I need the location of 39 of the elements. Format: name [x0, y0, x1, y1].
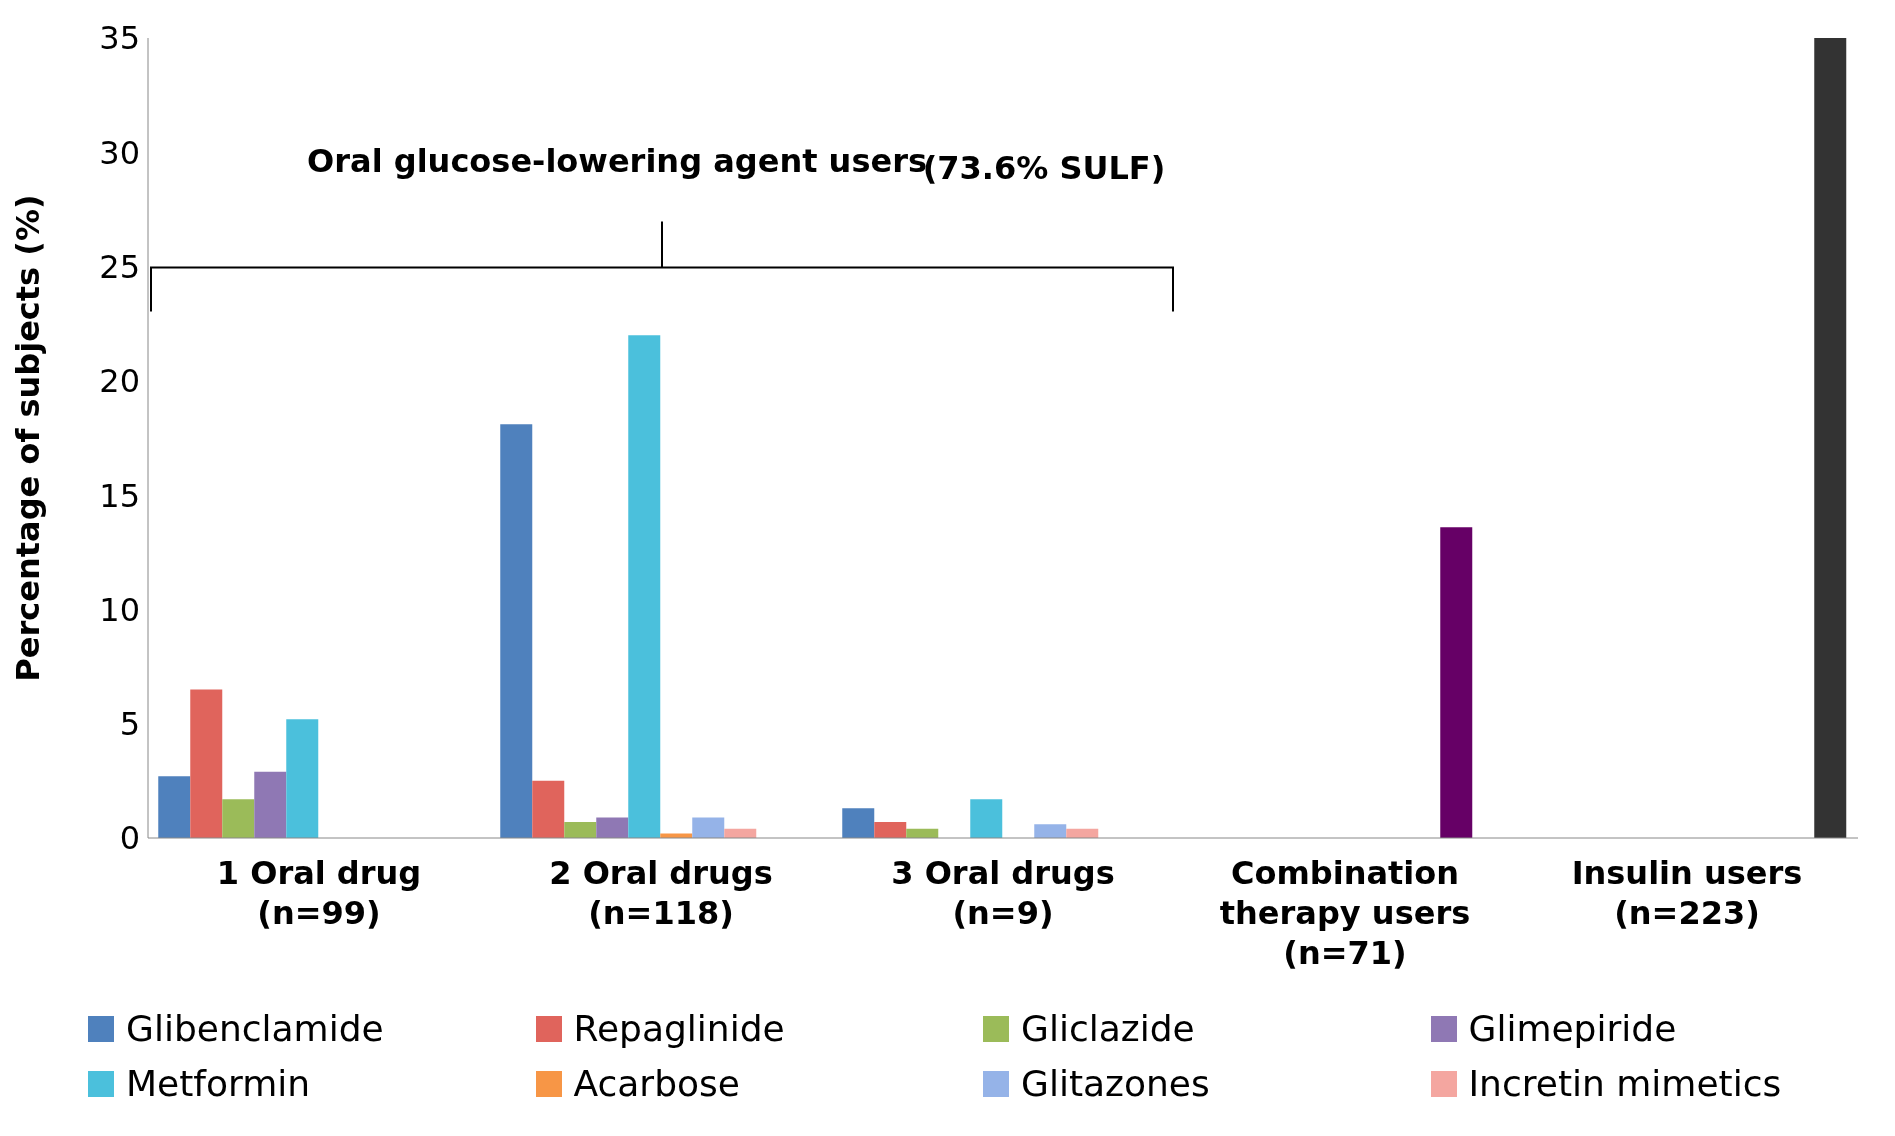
y-tick-label: 30: [99, 133, 140, 172]
y-tick-label: 20: [99, 362, 140, 401]
legend-label: Glibenclamide: [126, 1008, 384, 1049]
bar: [500, 424, 533, 838]
legend-label: Metformin: [126, 1063, 311, 1104]
x-tick-label: 2 Oral drugs (n=118): [549, 854, 773, 932]
bar: [596, 817, 629, 838]
legend-label: Glitazones: [1021, 1063, 1210, 1104]
legend-label: Repaglinide: [573, 1008, 785, 1049]
y-tick-label: 35: [99, 19, 140, 58]
legend-label: Incretin mimetics: [1468, 1063, 1782, 1104]
x-tick-label: 1 Oral drug (n=99): [216, 854, 422, 932]
y-tick-label: 0: [119, 819, 140, 858]
legend-label: Glimepiride: [1468, 1008, 1677, 1049]
bar: [1440, 527, 1473, 838]
bar: [532, 780, 565, 838]
bar: [970, 799, 1003, 838]
bar: [628, 335, 661, 838]
y-tick-label: 15: [99, 476, 140, 515]
legend-label: Gliclazide: [1021, 1008, 1195, 1049]
bar: [158, 776, 191, 838]
y-tick-label: 10: [99, 590, 140, 629]
x-tick-label: Combination therapy users (n=71): [1219, 854, 1471, 972]
bar: [564, 822, 597, 838]
bar: [1034, 824, 1067, 838]
x-tick-label: 3 Oral drugs (n=9): [891, 854, 1115, 932]
y-tick-label: 5: [119, 705, 140, 744]
bar: [222, 799, 255, 838]
bar: [1814, 38, 1847, 838]
bar: [692, 817, 725, 838]
bar: [874, 822, 907, 838]
bar: [190, 689, 223, 838]
x-tick-label: Insulin users (n=223): [1571, 854, 1803, 932]
bar: [842, 808, 875, 838]
bar: [254, 771, 287, 838]
bar: [286, 719, 319, 838]
y-tick-label: 25: [99, 247, 140, 286]
legend-label: Acarbose: [573, 1063, 740, 1104]
y-axis-title: Percentage of subjects (%): [9, 194, 48, 682]
